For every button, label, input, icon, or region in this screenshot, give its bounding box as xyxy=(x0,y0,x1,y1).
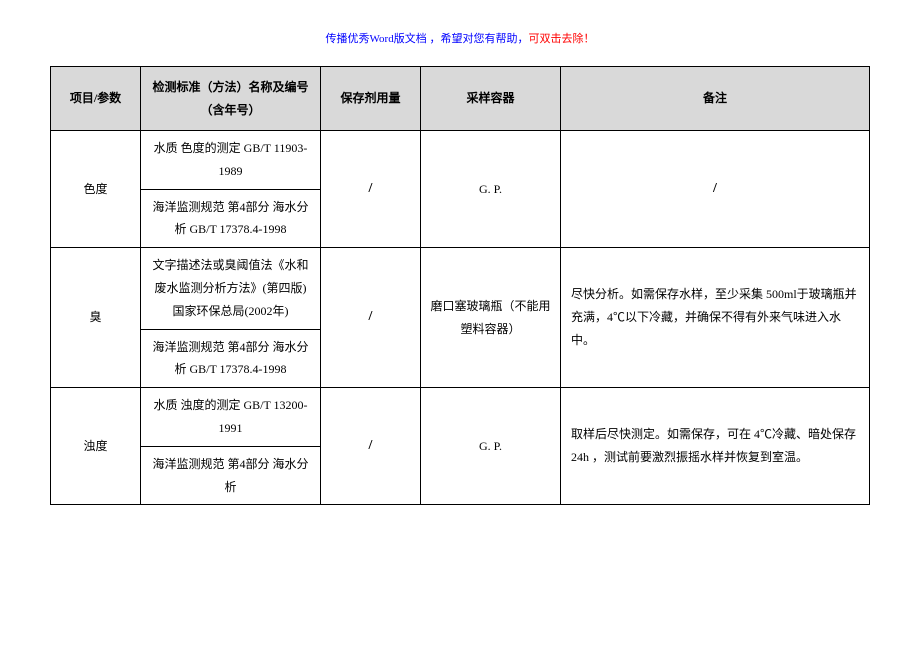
header-standard: 检测标准（方法）名称及编号（含年号） xyxy=(141,67,321,131)
cell-standard: 文字描述法或臭阈值法《水和废水监测分析方法》(第四版)国家环保总局(2002年) xyxy=(141,248,321,329)
cell-container: G. P. xyxy=(421,388,561,505)
table-row: 色度 水质 色度的测定 GB/T 11903-1989 / G. P. / xyxy=(51,131,870,190)
header-preservative: 保存剂用量 xyxy=(321,67,421,131)
table-header-row: 项目/参数 检测标准（方法）名称及编号（含年号） 保存剂用量 采样容器 备注 xyxy=(51,67,870,131)
cell-remark: 尽快分析。如需保存水样，至少采集 500ml于玻璃瓶并充满，4℃以下冷藏，并确保… xyxy=(561,248,870,388)
cell-param: 臭 xyxy=(51,248,141,388)
cell-container: G. P. xyxy=(421,131,561,248)
header-note: 传播优秀Word版文档 ，希望对您有帮助，可双击去除！ xyxy=(50,30,870,46)
cell-preservative: / xyxy=(321,131,421,248)
cell-standard: 海洋监测规范 第4部分 海水分析 GB/T 17378.4-1998 xyxy=(141,189,321,248)
cell-remark: 取样后尽快测定。如需保存，可在 4℃冷藏、暗处保存 24h ，测试前要激烈振摇水… xyxy=(561,388,870,505)
table-row: 浊度 水质 浊度的测定 GB/T 13200-1991 / G. P. 取样后尽… xyxy=(51,388,870,447)
header-blue-text: 传播优秀Word版文档 ，希望对您有帮助， xyxy=(326,33,529,45)
cell-param: 色度 xyxy=(51,131,141,248)
header-container: 采样容器 xyxy=(421,67,561,131)
cell-standard: 水质 浊度的测定 GB/T 13200-1991 xyxy=(141,388,321,447)
cell-standard: 海洋监测规范 第4部分 海水分析 GB/T 17378.4-1998 xyxy=(141,329,321,388)
table-row: 臭 文字描述法或臭阈值法《水和废水监测分析方法》(第四版)国家环保总局(2002… xyxy=(51,248,870,329)
cell-remark: / xyxy=(561,131,870,248)
cell-standard: 海洋监测规范 第4部分 海水分析 xyxy=(141,446,321,505)
header-param: 项目/参数 xyxy=(51,67,141,131)
cell-standard: 水质 色度的测定 GB/T 11903-1989 xyxy=(141,131,321,190)
header-remark: 备注 xyxy=(561,67,870,131)
standards-table: 项目/参数 检测标准（方法）名称及编号（含年号） 保存剂用量 采样容器 备注 色… xyxy=(50,66,870,505)
header-red-text: 可双击去除！ xyxy=(528,33,594,45)
cell-preservative: / xyxy=(321,248,421,388)
cell-preservative: / xyxy=(321,388,421,505)
cell-param: 浊度 xyxy=(51,388,141,505)
cell-container: 磨口塞玻璃瓶（不能用塑料容器） xyxy=(421,248,561,388)
